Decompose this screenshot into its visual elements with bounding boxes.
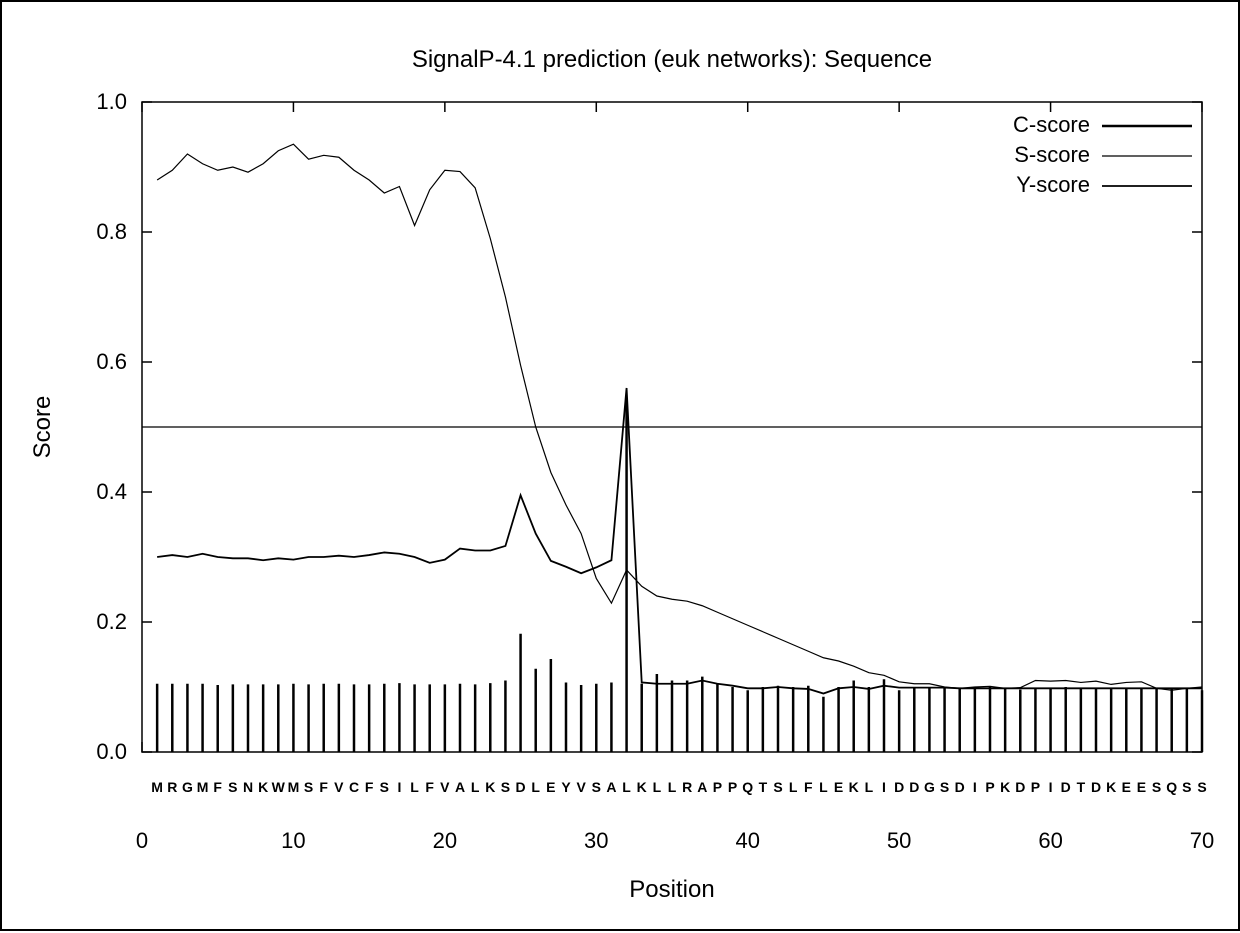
sequence-letter: C <box>349 779 359 795</box>
signalp-chart: SignalP-4.1 prediction (euk networks): S… <box>2 2 1240 933</box>
y-axis-label: Score <box>29 396 56 459</box>
sequence-letter: L <box>668 779 677 795</box>
sequence-letter: I <box>397 779 401 795</box>
xtick-label: 10 <box>281 828 305 853</box>
sequence-letter: M <box>288 779 300 795</box>
sequence-letter: S <box>228 779 237 795</box>
sequence-letter: E <box>1122 779 1131 795</box>
sequence-letter: S <box>501 779 510 795</box>
sequence-letter: E <box>834 779 843 795</box>
sequence-letter: S <box>304 779 313 795</box>
sequence-letter: E <box>546 779 555 795</box>
sequence-letter: D <box>955 779 965 795</box>
sequence-letter: G <box>924 779 935 795</box>
sequence-letter: V <box>440 779 450 795</box>
sequence-letter: D <box>1015 779 1025 795</box>
sequence-letter: K <box>1000 779 1010 795</box>
sequence-letter: K <box>258 779 268 795</box>
sequence-letter: W <box>272 779 286 795</box>
sequence-letter: R <box>167 779 177 795</box>
chart-title: SignalP-4.1 prediction (euk networks): S… <box>412 46 932 73</box>
sequence-letter: D <box>1091 779 1101 795</box>
xtick-label: 40 <box>735 828 759 853</box>
sequence-letter: Y <box>561 779 571 795</box>
sequence-letter: S <box>1152 779 1161 795</box>
c-score-series <box>157 401 1202 752</box>
x-axis-label: Position <box>629 876 714 903</box>
ytick-label: 1.0 <box>96 89 127 114</box>
sequence-letter: P <box>728 779 737 795</box>
xtick-label: 30 <box>584 828 608 853</box>
sequence-letter: F <box>213 779 222 795</box>
ytick-label: 0.4 <box>96 479 127 504</box>
sequence-letter: P <box>1031 779 1040 795</box>
sequence-letter: L <box>531 779 540 795</box>
legend-label: S-score <box>1014 142 1090 167</box>
xtick-label: 0 <box>136 828 148 853</box>
sequence-letter: Q <box>1166 779 1177 795</box>
sequence-letter: K <box>849 779 859 795</box>
sequence-letter: S <box>592 779 601 795</box>
sequence-letter: L <box>653 779 662 795</box>
sequence-letter: I <box>973 779 977 795</box>
chart-container: SignalP-4.1 prediction (euk networks): S… <box>0 0 1240 931</box>
legend-label: C-score <box>1013 112 1090 137</box>
sequence-letter: Q <box>742 779 753 795</box>
xtick-label: 70 <box>1190 828 1214 853</box>
sequence-letter: D <box>516 779 526 795</box>
ytick-label: 0.8 <box>96 219 127 244</box>
xtick-label: 50 <box>887 828 911 853</box>
sequence-letter: F <box>319 779 328 795</box>
sequence-letter: V <box>334 779 344 795</box>
sequence-letter: L <box>471 779 480 795</box>
sequence-letter: F <box>425 779 434 795</box>
legend-label: Y-score <box>1016 172 1090 197</box>
sequence-letter: K <box>485 779 495 795</box>
sequence-letter: A <box>455 779 465 795</box>
sequence-letter: R <box>682 779 692 795</box>
sequence-letter: L <box>410 779 419 795</box>
sequence-letter: E <box>1137 779 1146 795</box>
sequence-letter: T <box>1077 779 1086 795</box>
xtick-label: 60 <box>1038 828 1062 853</box>
sequence-letter: K <box>1106 779 1116 795</box>
sequence-letter: P <box>713 779 722 795</box>
sequence-letter: D <box>909 779 919 795</box>
ytick-label: 0.2 <box>96 609 127 634</box>
sequence-letter: N <box>243 779 253 795</box>
sequence-letter: S <box>1197 779 1206 795</box>
sequence-letter: D <box>894 779 904 795</box>
sequence-letter: M <box>151 779 163 795</box>
sequence-letter: F <box>365 779 374 795</box>
sequence-letter: I <box>882 779 886 795</box>
s-score-series <box>157 144 1202 690</box>
sequence-letter: D <box>1061 779 1071 795</box>
sequence-letter: L <box>865 779 874 795</box>
sequence-letter: A <box>697 779 707 795</box>
sequence-letter: G <box>182 779 193 795</box>
sequence-letter: L <box>819 779 828 795</box>
sequence-letter: L <box>789 779 798 795</box>
xtick-label: 20 <box>433 828 457 853</box>
sequence-letter: P <box>985 779 994 795</box>
sequence-letter: M <box>197 779 209 795</box>
sequence-letter: S <box>773 779 782 795</box>
sequence-letter: I <box>1049 779 1053 795</box>
ytick-label: 0.6 <box>96 349 127 374</box>
sequence-letter: V <box>576 779 586 795</box>
sequence-letter: F <box>804 779 813 795</box>
sequence-letter: S <box>380 779 389 795</box>
sequence-letter: S <box>940 779 949 795</box>
y-score-series <box>157 388 1202 694</box>
sequence-letter: S <box>1182 779 1191 795</box>
ytick-label: 0.0 <box>96 739 127 764</box>
sequence-letter: T <box>759 779 768 795</box>
sequence-letter: A <box>606 779 616 795</box>
sequence-letter: K <box>637 779 647 795</box>
sequence-letter: L <box>622 779 631 795</box>
